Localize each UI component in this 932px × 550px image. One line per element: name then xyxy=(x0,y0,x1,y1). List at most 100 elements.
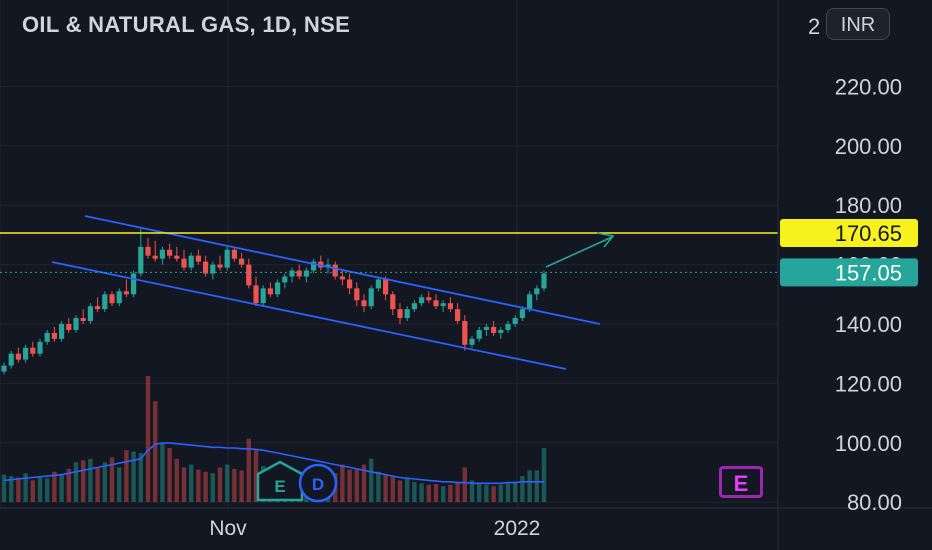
volume-bar xyxy=(102,462,107,502)
candle xyxy=(404,306,410,322)
candle xyxy=(15,347,21,363)
candle xyxy=(289,267,295,283)
volume-bar xyxy=(160,442,165,502)
candle xyxy=(318,255,324,271)
volume-bar xyxy=(340,464,345,502)
price-tick-label: 220.00 xyxy=(835,74,902,99)
candle xyxy=(476,326,482,342)
price-tick-label: 180.00 xyxy=(835,193,902,218)
volume-bar xyxy=(477,483,482,502)
volume-bar xyxy=(498,484,503,502)
candle xyxy=(109,291,115,307)
candle xyxy=(239,252,245,268)
candle xyxy=(491,321,497,336)
candle xyxy=(275,279,281,298)
volume-bar xyxy=(253,450,259,502)
candle xyxy=(87,303,93,324)
volume-bar xyxy=(354,468,359,502)
volume-bar xyxy=(131,451,136,502)
candle xyxy=(59,321,65,342)
volume-bar xyxy=(361,464,367,502)
volume-bar xyxy=(9,476,14,502)
svg-text:170.65: 170.65 xyxy=(835,221,902,246)
volume-bar xyxy=(405,478,410,502)
volume-bar xyxy=(81,460,86,502)
candle xyxy=(246,258,252,289)
volume-bar xyxy=(153,401,158,502)
dividend-badge-label: D xyxy=(312,475,324,494)
volume-ma-line xyxy=(3,442,544,485)
candle xyxy=(131,270,137,298)
candle xyxy=(66,318,72,333)
time-axis: Nov 2022 xyxy=(209,517,540,540)
candle xyxy=(8,350,14,369)
candle xyxy=(210,261,216,280)
candle xyxy=(303,267,309,283)
channel-lower-line xyxy=(51,261,567,370)
candle xyxy=(426,291,432,304)
candle xyxy=(231,246,237,262)
volume-bar xyxy=(505,483,511,502)
earnings-badge-upcoming[interactable]: E xyxy=(719,466,763,498)
volume-bar xyxy=(45,478,50,502)
candle xyxy=(102,291,108,313)
volume-bar xyxy=(239,470,244,502)
candle xyxy=(1,362,7,375)
candle xyxy=(347,273,353,295)
candle xyxy=(282,273,288,289)
volume-bar xyxy=(527,470,532,502)
volume-bar xyxy=(196,469,201,502)
candle xyxy=(159,246,165,265)
volume-bar xyxy=(441,486,446,502)
candle xyxy=(267,282,273,298)
candle xyxy=(397,303,403,324)
candle xyxy=(224,246,230,271)
volume-bar xyxy=(88,458,93,502)
candle xyxy=(534,285,540,301)
candle xyxy=(375,276,381,292)
volume-bar xyxy=(52,471,57,502)
candle xyxy=(505,321,511,333)
candle xyxy=(390,291,396,316)
candle xyxy=(123,279,129,298)
volume-bar xyxy=(145,376,151,502)
volume-bar xyxy=(95,467,100,502)
volume-bar xyxy=(541,448,547,502)
volume-bar xyxy=(369,458,374,502)
volume-bar xyxy=(246,438,251,502)
volume-bar xyxy=(448,484,453,502)
grid-lines xyxy=(0,0,778,508)
candle xyxy=(311,258,317,274)
volume-bar xyxy=(225,464,230,502)
volume-bar xyxy=(376,471,381,502)
candle xyxy=(541,270,547,292)
candle xyxy=(203,255,209,277)
volume-bar xyxy=(73,462,79,502)
candle xyxy=(361,294,367,313)
candle xyxy=(411,300,417,313)
currency-button[interactable]: INR xyxy=(826,8,890,40)
candle xyxy=(332,261,338,280)
candle xyxy=(339,270,345,286)
candle xyxy=(354,282,360,307)
volume-bar xyxy=(138,453,143,502)
candles xyxy=(1,228,547,375)
volume-bar xyxy=(167,448,172,502)
candle xyxy=(195,249,201,265)
volume-bar xyxy=(181,467,187,502)
volume-bar xyxy=(174,458,179,502)
volume-bar xyxy=(203,471,208,502)
candle xyxy=(51,326,57,342)
candle xyxy=(498,326,504,339)
volume-bar xyxy=(117,467,122,502)
candle xyxy=(519,306,525,322)
volume-bar xyxy=(484,484,489,502)
time-tick-label: Nov xyxy=(209,517,247,540)
dividend-badge[interactable]: D xyxy=(298,463,338,503)
candle xyxy=(217,255,223,271)
volume-bar xyxy=(390,476,395,502)
resistance-price-label: 170.65 xyxy=(780,218,918,247)
volume-bar xyxy=(491,486,496,502)
price-tick-label: 120.00 xyxy=(835,371,902,396)
